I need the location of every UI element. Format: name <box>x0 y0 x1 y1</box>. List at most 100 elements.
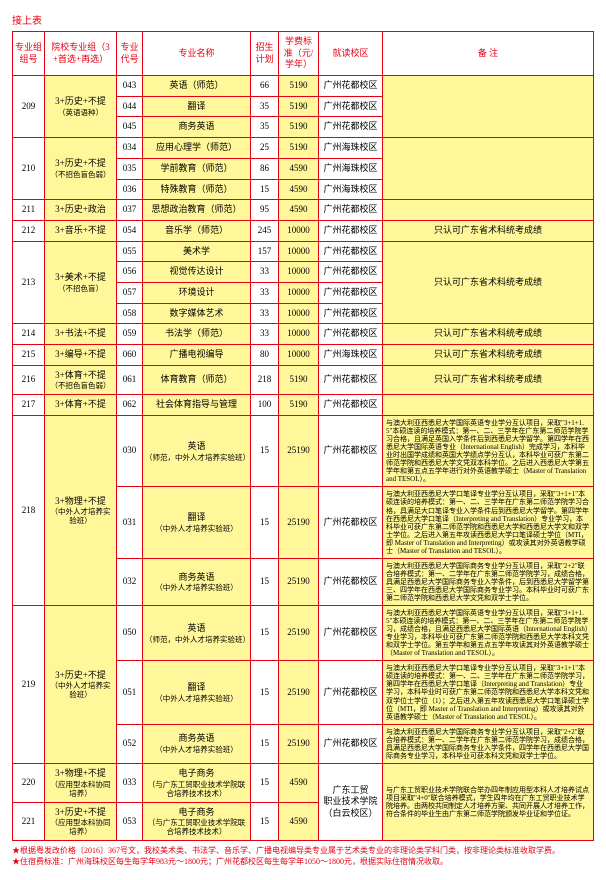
cell-group-name: 3+体育+不提 <box>45 395 117 416</box>
cell-campus: 广州海珠校区 <box>319 158 383 179</box>
cell-campus: 广州花都校区 <box>319 661 383 724</box>
cell-tuition: 10000 <box>279 303 319 324</box>
cell-tuition: 4590 <box>279 200 319 221</box>
cell-plan: 86 <box>251 158 279 179</box>
cell-campus: 广州海珠校区 <box>319 345 383 366</box>
h-group-no: 专业组组号 <box>13 32 45 76</box>
cell-campus: 广州海珠校区 <box>319 138 383 159</box>
cell-tuition: 5190 <box>279 395 319 416</box>
cell-tuition: 10000 <box>279 282 319 303</box>
cell-remark <box>383 138 594 200</box>
cell-tuition: 25190 <box>279 661 319 724</box>
cell-major-name: 翻译（中外人才培养实验班） <box>143 487 251 558</box>
cell-major-name: 美术学 <box>143 241 251 262</box>
cell-group-name: 3+历史+不提（英语语种） <box>45 76 117 138</box>
cell-plan: 80 <box>251 345 279 366</box>
cell-tuition: 10000 <box>279 345 319 366</box>
cell-major-name: 体育教育（师范） <box>143 365 251 395</box>
cell-major-name: 英语（师范，中外人才培养实验班） <box>143 606 251 661</box>
cell-plan: 218 <box>251 365 279 395</box>
footer-line-2: ★住宿费标准：广州海珠校区每生每学年983元～1800元；广州花都校区每生每学年… <box>12 856 594 867</box>
table-row: 2193+历史+不提（中外人才培养实验班）050英语（师范，中外人才培养实验班）… <box>13 606 594 661</box>
cell-major-name: 应用心理学（师范） <box>143 138 251 159</box>
cell-major-code: 050 <box>117 606 143 661</box>
cell-plan: 35 <box>251 117 279 138</box>
cell-group-name: 3+物理+不提（中外人才培养实验班） <box>45 416 117 606</box>
header-row: 专业组组号 院校专业组（3+首选+再选） 专业代号 专业名称 招生计划 学费标准… <box>13 32 594 76</box>
cell-major-code: 045 <box>117 117 143 138</box>
cell-plan: 15 <box>251 661 279 724</box>
h-tuition: 学费标准（元/学年） <box>279 32 319 76</box>
cell-remark: 只认可广东省术科统考成绩 <box>383 345 594 366</box>
cell-remark: 只认可广东省术科统考成绩 <box>383 220 594 241</box>
cell-major-code: 057 <box>117 282 143 303</box>
cell-campus: 广州花都校区 <box>319 200 383 221</box>
cell-plan: 15 <box>251 179 279 200</box>
h-campus: 就读校区 <box>319 32 383 76</box>
cell-remark: 与澳大利亚西悉尼大学口笔译专业学分互认项目，采取"3+1+1"本硕连读的培养模式… <box>383 661 594 724</box>
cell-campus: 广州花都校区 <box>319 117 383 138</box>
cell-remark: 与澳大利亚西悉尼大学国际商务专业学分互认项目，采取"2+2"联合培养模式：第一、… <box>383 558 594 605</box>
cell-plan: 25 <box>251 138 279 159</box>
cell-major-name: 翻译（中外人才培养实验班） <box>143 661 251 724</box>
cell-group-no: 219 <box>13 606 45 764</box>
cell-major-name: 英语（师范） <box>143 76 251 97</box>
cell-plan: 95 <box>251 200 279 221</box>
cell-major-code: 037 <box>117 200 143 221</box>
cell-tuition: 4590 <box>279 763 319 802</box>
h-remark: 备 注 <box>383 32 594 76</box>
cell-campus: 广州海珠校区 <box>319 179 383 200</box>
cell-remark: 与澳大利亚西悉尼大学国际英语专业学分互认项目，采取"3+1+1.5"本硕连读的培… <box>383 606 594 661</box>
cell-tuition: 10000 <box>279 241 319 262</box>
cell-remark: 只认可广东省术科统考成绩 <box>383 324 594 345</box>
cell-major-name: 音乐学（师范） <box>143 220 251 241</box>
cell-tuition: 4590 <box>279 179 319 200</box>
cell-remark <box>383 200 594 221</box>
cell-campus: 广州花都校区 <box>319 262 383 283</box>
cell-major-code: 051 <box>117 661 143 724</box>
cell-major-code: 036 <box>117 179 143 200</box>
cell-major-code: 052 <box>117 724 143 763</box>
cell-major-name: 商务英语（中外人才培养实验班） <box>143 724 251 763</box>
cell-campus: 广州花都校区 <box>319 282 383 303</box>
cell-plan: 15 <box>251 724 279 763</box>
cell-major-code: 055 <box>117 241 143 262</box>
cell-group-name: 3+音乐+不提 <box>45 220 117 241</box>
cell-campus: 广州花都校区 <box>319 76 383 97</box>
table-row: 2203+物理+不提（应用型本科协同培养）033电子商务（与广东工贸职业技术学院… <box>13 763 594 802</box>
cell-major-name: 思想政治教育（师范） <box>143 200 251 221</box>
cell-group-no: 216 <box>13 365 45 395</box>
cell-plan: 157 <box>251 241 279 262</box>
cell-major-code: 032 <box>117 558 143 605</box>
cell-group-name: 3+历史+不提（不招色盲色弱） <box>45 138 117 200</box>
cell-campus: 广州花都校区 <box>319 395 383 416</box>
cell-major-code: 044 <box>117 96 143 117</box>
cell-major-name: 数字媒体艺术 <box>143 303 251 324</box>
cell-group-name: 3+体育+不提（不招色盲色弱） <box>45 365 117 395</box>
cell-major-name: 翻译 <box>143 96 251 117</box>
cell-tuition: 5190 <box>279 365 319 395</box>
cell-campus: 广东工贸职业技术学院（白云校区） <box>319 763 383 840</box>
table-row: 2123+音乐+不提054音乐学（师范）24510000广州花都校区只认可广东省… <box>13 220 594 241</box>
cell-tuition: 5190 <box>279 117 319 138</box>
cell-campus: 广州花都校区 <box>319 558 383 605</box>
cell-plan: 15 <box>251 802 279 841</box>
cell-tuition: 5190 <box>279 138 319 159</box>
cell-major-code: 033 <box>117 763 143 802</box>
cell-tuition: 10000 <box>279 220 319 241</box>
cell-group-no: 212 <box>13 220 45 241</box>
cell-plan: 33 <box>251 282 279 303</box>
cell-campus: 广州花都校区 <box>319 303 383 324</box>
cell-group-no: 213 <box>13 241 45 324</box>
cell-major-code: 031 <box>117 487 143 558</box>
h-major-code: 专业代号 <box>117 32 143 76</box>
cell-plan: 15 <box>251 416 279 487</box>
cell-group-no: 217 <box>13 395 45 416</box>
cell-major-code: 060 <box>117 345 143 366</box>
table-row: 2173+体育+不提062社会体育指导与管理1005190广州花都校区 <box>13 395 594 416</box>
cell-major-name: 视觉传达设计 <box>143 262 251 283</box>
table-row: 2183+物理+不提（中外人才培养实验班）030英语（师范，中外人才培养实验班）… <box>13 416 594 487</box>
cell-remark <box>383 395 594 416</box>
table-row: 2093+历史+不提（英语语种）043英语（师范）665190广州花都校区 <box>13 76 594 97</box>
cell-tuition: 25190 <box>279 416 319 487</box>
